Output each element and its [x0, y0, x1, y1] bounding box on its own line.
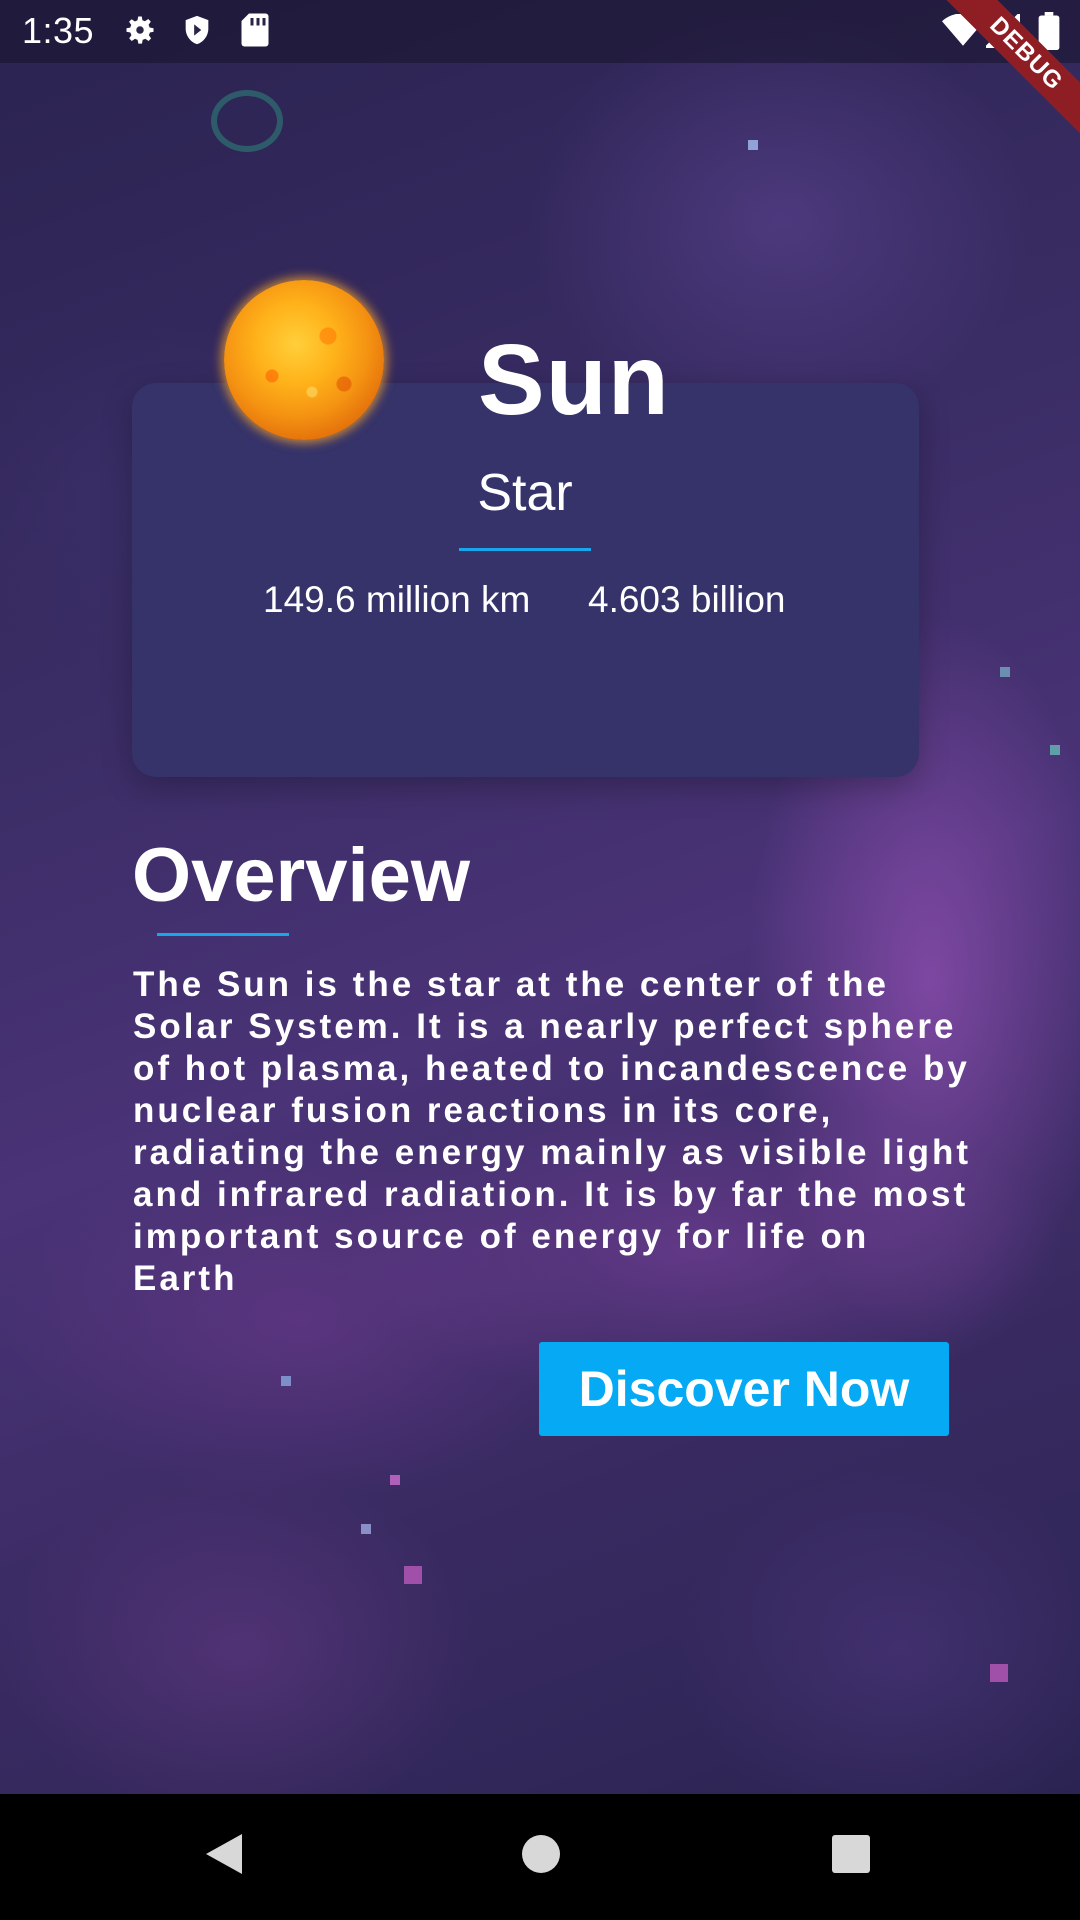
distance-value: 149.6 million km — [263, 579, 531, 620]
star-dot — [361, 1524, 371, 1534]
star-dot — [748, 140, 758, 150]
status-time: 1:35 — [22, 10, 95, 51]
star-dot — [281, 1376, 291, 1386]
battery-icon — [1038, 12, 1060, 55]
sd-card-icon — [240, 12, 270, 53]
overview-title: Overview — [132, 833, 470, 918]
discover-now-button[interactable]: Discover Now — [539, 1342, 949, 1436]
star-dot — [1000, 667, 1010, 677]
star-dot — [990, 1664, 1008, 1682]
age-value: 4.603 billion — [588, 579, 786, 620]
back-icon[interactable] — [202, 1830, 246, 1883]
sun-image — [224, 280, 384, 440]
overview-text: The Sun is the star at the center of the… — [133, 965, 972, 1298]
small-planet-outline — [211, 90, 283, 152]
shield-icon — [180, 12, 214, 53]
type-underline-divider — [459, 548, 591, 551]
planet-type: Star — [477, 464, 573, 522]
space-background — [0, 0, 1080, 1794]
status-bar: 1:35 DEBUG — [0, 0, 1080, 145]
debug-banner: DEBUG — [920, 0, 1080, 160]
star-dot — [404, 1566, 422, 1584]
navigation-bar — [0, 1794, 1080, 1920]
planet-card — [132, 383, 919, 777]
recents-icon[interactable] — [830, 1830, 872, 1883]
overview-underline-divider — [157, 933, 289, 936]
star-dot — [390, 1475, 400, 1485]
star-dot — [1050, 745, 1060, 755]
home-icon[interactable] — [520, 1830, 562, 1883]
planet-name: Sun — [478, 324, 670, 436]
debug-label: DEBUG — [935, 0, 1080, 145]
gear-icon — [122, 12, 158, 53]
